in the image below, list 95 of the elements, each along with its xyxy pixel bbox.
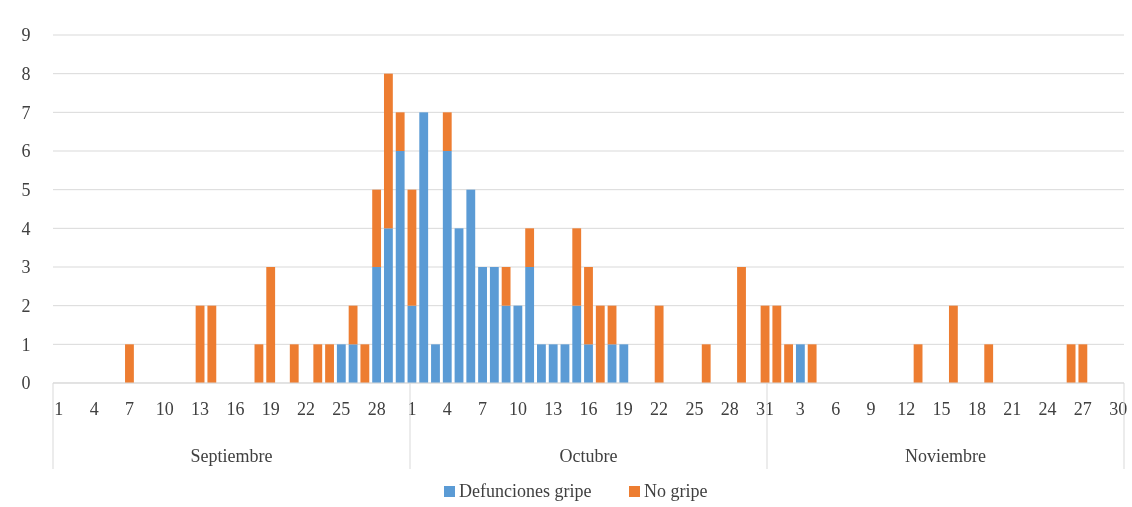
bar bbox=[654, 305, 664, 383]
x-tick-label: 28 bbox=[720, 399, 739, 419]
bar bbox=[431, 344, 440, 383]
bar bbox=[372, 267, 382, 383]
bar bbox=[360, 344, 370, 383]
bar bbox=[501, 305, 511, 383]
bar bbox=[795, 344, 805, 383]
text: Septiembre bbox=[190, 446, 273, 466]
bar bbox=[407, 189, 417, 306]
bar bbox=[525, 267, 535, 383]
y-tick-label: 1 bbox=[21, 334, 31, 355]
text: Octubre bbox=[559, 446, 618, 466]
bar bbox=[383, 73, 393, 229]
legend-label: No gripe bbox=[644, 481, 708, 501]
y-tick-label: 2 bbox=[21, 295, 31, 316]
x-tick-label: 25 bbox=[685, 399, 704, 419]
x-tick-label: 31 bbox=[756, 399, 775, 419]
bar bbox=[478, 267, 487, 383]
bar bbox=[348, 305, 358, 345]
bar bbox=[266, 267, 276, 383]
x-tick-label: 19 bbox=[614, 399, 633, 419]
bar bbox=[125, 344, 134, 383]
x-tick-label: 7 bbox=[124, 399, 134, 419]
bar bbox=[325, 344, 334, 383]
bar bbox=[807, 344, 817, 383]
x-tick-label: 1 bbox=[407, 399, 417, 419]
x-tick-label: 15 bbox=[932, 399, 951, 419]
bar bbox=[419, 112, 429, 383]
bar bbox=[772, 305, 782, 383]
x-tick-label: 1 bbox=[54, 399, 64, 419]
x-tick-label: 4 bbox=[89, 399, 99, 419]
x-tick-label: 12 bbox=[897, 399, 916, 419]
bar bbox=[784, 344, 794, 383]
bar bbox=[395, 151, 405, 383]
x-tick-label: 6 bbox=[831, 399, 841, 419]
bar bbox=[948, 305, 958, 383]
bar bbox=[548, 344, 558, 383]
bar bbox=[383, 228, 393, 383]
bar bbox=[442, 112, 452, 151]
bar bbox=[595, 305, 605, 383]
y-tick-label: 5 bbox=[21, 179, 31, 200]
y-tick-label: 7 bbox=[21, 102, 31, 123]
bar bbox=[207, 305, 217, 383]
x-tick-label: 7 bbox=[478, 399, 488, 419]
bar bbox=[348, 344, 358, 383]
bar bbox=[584, 344, 593, 383]
x-tick-label: 21 bbox=[1003, 399, 1022, 419]
x-tick-label: 13 bbox=[544, 399, 563, 419]
x-tick-label: 22 bbox=[297, 399, 316, 419]
bar bbox=[1078, 344, 1088, 383]
y-tick-label: 8 bbox=[21, 63, 31, 84]
bar bbox=[395, 112, 405, 151]
bar bbox=[289, 344, 299, 383]
bar bbox=[1066, 344, 1076, 383]
bar bbox=[572, 305, 582, 383]
bar bbox=[525, 228, 535, 267]
x-tick-label: 19 bbox=[261, 399, 280, 419]
bar bbox=[737, 267, 746, 383]
x-tick-label: 16 bbox=[579, 399, 598, 419]
bar bbox=[489, 267, 499, 383]
bar bbox=[336, 344, 346, 383]
y-tick-label: 9 bbox=[21, 25, 31, 46]
x-tick-label: 16 bbox=[226, 399, 245, 419]
bar bbox=[313, 344, 323, 383]
y-tick-label: 4 bbox=[21, 218, 31, 239]
bar bbox=[537, 344, 546, 383]
bar bbox=[584, 267, 593, 345]
bar bbox=[984, 344, 994, 383]
y-tick-label: 0 bbox=[21, 373, 31, 394]
bar bbox=[442, 151, 452, 383]
bar bbox=[501, 267, 511, 306]
bar bbox=[466, 189, 476, 383]
x-tick-label: 13 bbox=[191, 399, 210, 419]
x-tick-label: 3 bbox=[795, 399, 805, 419]
x-tick-label: 9 bbox=[866, 399, 876, 419]
bar bbox=[619, 344, 629, 383]
bar bbox=[513, 305, 523, 383]
x-tick-label: 10 bbox=[508, 399, 527, 419]
x-tick-label: 30 bbox=[1109, 399, 1128, 419]
x-tick-label: 27 bbox=[1073, 399, 1092, 419]
legend-label: Defunciones gripe bbox=[459, 481, 592, 501]
y-tick-label: 6 bbox=[21, 141, 31, 162]
x-tick-label: 25 bbox=[332, 399, 351, 419]
bar bbox=[454, 228, 464, 383]
x-tick-label: 4 bbox=[442, 399, 452, 419]
bar bbox=[701, 344, 711, 383]
x-tick-label: 24 bbox=[1038, 399, 1057, 419]
x-tick-label: 18 bbox=[967, 399, 986, 419]
x-tick-label: 22 bbox=[650, 399, 669, 419]
bar bbox=[572, 228, 582, 306]
x-tick-label: 10 bbox=[155, 399, 174, 419]
text: Noviembre bbox=[905, 446, 986, 466]
bar bbox=[372, 189, 382, 267]
y-tick-label: 3 bbox=[21, 257, 31, 278]
x-tick-label: 28 bbox=[367, 399, 386, 419]
